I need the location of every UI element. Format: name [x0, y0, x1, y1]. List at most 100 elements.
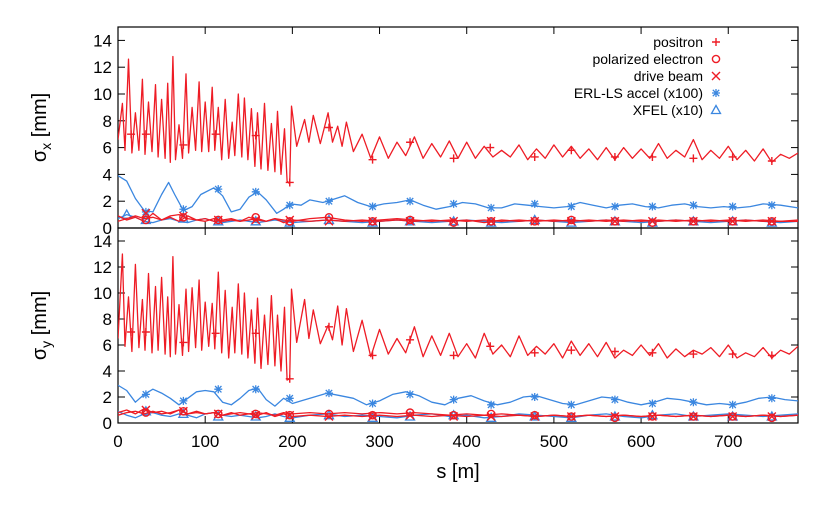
data-point-polarized-electron	[179, 406, 188, 416]
data-point-erl-ls-accel-x100	[610, 202, 619, 211]
y-tick-label: 0	[103, 414, 112, 433]
data-point-positron	[211, 130, 220, 139]
x-tick-label: 0	[113, 432, 122, 451]
data-point-erl-ls-accel-x100	[141, 207, 150, 216]
data-point-drive-beam	[285, 410, 295, 420]
data-point-positron	[251, 131, 260, 140]
data-point-positron	[141, 130, 150, 139]
legend-marker-positron	[712, 38, 720, 46]
data-point-positron	[767, 157, 776, 165]
data-point-erl-ls-accel-x100	[567, 202, 576, 211]
data-point-drive-beam	[449, 216, 459, 226]
y-tick-label: 2	[103, 192, 112, 211]
y-tick-label: 4	[103, 362, 112, 381]
data-point-erl-ls-accel-x100	[487, 400, 496, 409]
data-point-erl-ls-accel-x100	[449, 395, 458, 404]
x-tick-label: 400	[453, 432, 481, 451]
data-point-erl-ls-accel-x100	[648, 399, 657, 408]
data-point-erl-ls-accel-x100	[368, 202, 377, 211]
series-erl-ls-accel-x100	[118, 384, 798, 409]
x-axis-label: s [m]	[436, 461, 479, 483]
legend-label-erl-ls-accel-x100: ERL-LS accel (x100)	[574, 85, 703, 101]
data-point-positron	[368, 155, 377, 164]
series-line-positron	[118, 55, 798, 185]
y-axis-label: σy [mm]	[29, 291, 54, 360]
data-point-drive-beam	[251, 410, 261, 420]
data-point-positron	[689, 154, 698, 163]
legend-label-positron: positron	[653, 34, 703, 50]
data-point-erl-ls-accel-x100	[251, 187, 260, 196]
data-point-positron	[567, 346, 576, 355]
x-tick-label: 300	[365, 432, 393, 451]
data-point-erl-ls-accel-x100	[487, 203, 496, 212]
data-point-drive-beam	[251, 215, 261, 225]
data-point-drive-beam	[486, 216, 496, 226]
data-point-polarized-electron	[648, 218, 657, 227]
legend-marker-polarized-electron	[711, 54, 721, 64]
data-point-drive-beam	[486, 412, 496, 421]
series-line-erl-ls-accel-x100	[118, 384, 798, 407]
data-point-polarized-electron	[213, 409, 223, 419]
data-point-erl-ls-accel-x100	[324, 197, 333, 206]
data-point-positron	[285, 374, 294, 383]
data-point-drive-beam	[178, 406, 188, 416]
series-line-drive-beam	[118, 408, 798, 418]
data-point-positron	[324, 123, 333, 132]
y-axis-label-subscript: x	[38, 143, 54, 150]
series-erl-ls-accel-x100	[118, 175, 798, 216]
data-point-drive-beam	[688, 216, 698, 226]
data-point-erl-ls-accel-x100	[567, 400, 576, 409]
y-tick-label: 8	[103, 112, 112, 131]
y-tick-label: 12	[93, 58, 112, 77]
data-point-positron	[211, 329, 220, 338]
data-point-drive-beam	[405, 410, 415, 420]
data-point-positron	[728, 350, 737, 359]
data-point-positron	[530, 348, 539, 357]
data-point-drive-beam	[610, 412, 620, 421]
y-axis-label-subscript: y	[38, 341, 54, 348]
data-point-polarized-electron	[767, 413, 777, 423]
data-point-polarized-electron	[324, 409, 334, 419]
data-point-drive-beam	[566, 412, 576, 421]
data-point-positron	[127, 130, 136, 139]
data-point-drive-beam	[610, 216, 620, 226]
data-point-xfel-x10	[565, 411, 577, 422]
data-point-drive-beam	[213, 215, 223, 225]
data-point-positron	[610, 347, 619, 356]
data-point-erl-ls-accel-x100	[648, 202, 657, 211]
y-tick-label: 10	[93, 85, 112, 104]
data-point-drive-beam	[728, 412, 738, 421]
y-axis-label-symbol: σ	[29, 347, 51, 360]
data-point-drive-beam	[405, 216, 415, 226]
data-point-positron	[530, 152, 539, 161]
y-tick-label: 14	[93, 31, 112, 50]
data-point-erl-ls-accel-x100	[728, 400, 737, 409]
data-point-positron	[689, 350, 698, 359]
legend-label-polarized-electron: polarized electron	[592, 51, 703, 67]
x-tick-label: 500	[540, 432, 568, 451]
data-point-erl-ls-accel-x100	[179, 396, 188, 405]
data-point-drive-beam	[767, 216, 777, 226]
data-point-positron	[728, 152, 737, 161]
data-point-polarized-electron	[486, 409, 496, 419]
data-point-drive-beam	[213, 409, 223, 419]
x-tick-label: 700	[714, 432, 742, 451]
legend-marker-drive-beam	[711, 71, 721, 81]
y-tick-label: 4	[103, 165, 112, 184]
y-tick-label: 8	[103, 310, 112, 329]
data-point-drive-beam	[178, 211, 188, 221]
data-point-drive-beam	[767, 412, 777, 421]
data-point-erl-ls-accel-x100	[285, 394, 294, 403]
y-tick-label: 2	[103, 388, 112, 407]
data-point-erl-ls-accel-x100	[449, 199, 458, 208]
data-point-erl-ls-accel-x100	[767, 394, 776, 403]
data-point-positron	[567, 146, 576, 155]
data-point-erl-ls-accel-x100	[368, 399, 377, 408]
data-point-positron	[406, 335, 415, 344]
y-tick-label: 6	[103, 139, 112, 158]
data-point-positron	[449, 351, 458, 360]
y-tick-label: 10	[93, 284, 112, 303]
y-tick-label: 0	[103, 219, 112, 238]
